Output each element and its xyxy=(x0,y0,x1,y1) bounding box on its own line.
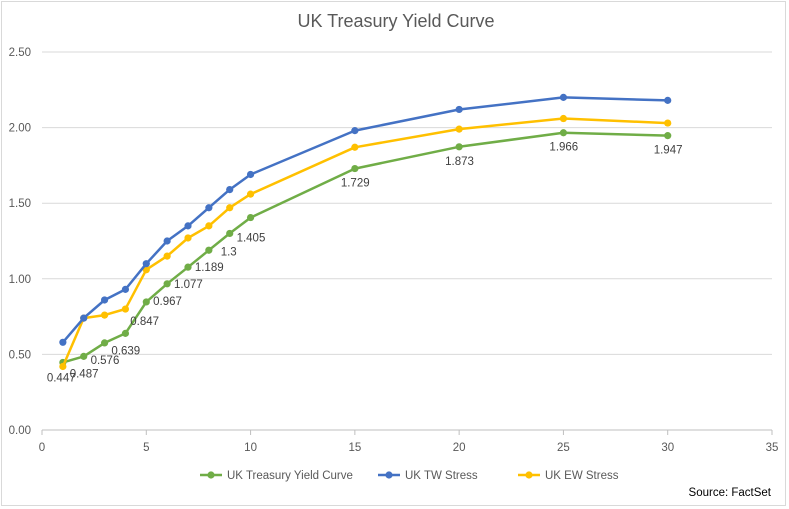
data-point xyxy=(59,362,67,371)
y-tick-label: 1.00 xyxy=(9,274,31,286)
y-tick-label: 0.50 xyxy=(9,349,31,361)
gridlines xyxy=(42,51,772,355)
data-point xyxy=(455,105,463,114)
data-point xyxy=(226,204,234,212)
legend-label: UK EW Stress xyxy=(545,470,619,482)
data-point xyxy=(80,314,88,322)
data-point xyxy=(664,96,672,104)
legend-label: UK Treasury Yield Curve xyxy=(227,470,353,482)
legend-label: UK TW Stress xyxy=(405,470,478,482)
data-point xyxy=(184,263,192,271)
data-point xyxy=(121,329,130,337)
series-line xyxy=(61,96,668,344)
series-1 xyxy=(59,93,672,346)
series-line xyxy=(61,117,668,367)
data-label: 0.576 xyxy=(91,355,120,367)
x-tick-label: 15 xyxy=(348,442,361,454)
y-tick-label: 0.00 xyxy=(9,425,31,437)
data-point xyxy=(142,260,150,268)
data-point xyxy=(163,237,171,245)
data-label: 1.405 xyxy=(237,233,266,245)
data-point xyxy=(246,213,255,222)
legend-item-2: UK EW Stress xyxy=(518,470,619,482)
data-label: 1.3 xyxy=(221,246,237,258)
data-point xyxy=(205,246,213,254)
x-tick-label: 20 xyxy=(453,442,466,454)
data-point xyxy=(351,127,359,135)
data-label: 1.966 xyxy=(549,142,578,154)
data-point xyxy=(226,185,234,194)
data-point xyxy=(246,170,255,179)
data-point xyxy=(184,222,192,230)
data-point xyxy=(455,125,463,133)
data-point xyxy=(184,234,192,242)
data-point xyxy=(455,143,463,151)
data-point xyxy=(226,229,234,238)
data-label: 0.967 xyxy=(153,296,182,308)
x-tick-label: 35 xyxy=(766,442,779,454)
data-point xyxy=(80,352,88,360)
data-label: 1.729 xyxy=(341,178,370,190)
data-label: 1.873 xyxy=(445,156,474,168)
legend-swatch-marker xyxy=(525,471,533,479)
axes xyxy=(41,429,773,435)
legend: UK Treasury Yield Curve UK TW Stress UK EW… xyxy=(200,470,619,482)
x-tick-label: 30 xyxy=(661,442,674,454)
data-label: 0.447 xyxy=(47,372,76,384)
data-point xyxy=(100,339,109,347)
x-tick-label: 5 xyxy=(143,442,149,454)
data-label: 1.077 xyxy=(174,279,203,291)
data-label: 0.487 xyxy=(70,368,99,380)
x-tick-label: 25 xyxy=(557,442,570,454)
series-group xyxy=(59,93,672,371)
x-tick-label: 0 xyxy=(39,442,45,454)
data-point xyxy=(142,298,150,306)
data-point xyxy=(100,311,109,319)
data-point xyxy=(121,285,130,293)
x-tick-label: 10 xyxy=(244,442,257,454)
data-point xyxy=(246,190,255,198)
data-point xyxy=(163,252,171,260)
legend-item-0: UK Treasury Yield Curve xyxy=(200,470,353,482)
data-point xyxy=(664,132,672,140)
data-label: 0.639 xyxy=(111,345,140,357)
data-point xyxy=(205,204,213,212)
y-tick-label: 2.50 xyxy=(9,47,31,59)
y-tick-label: 2.00 xyxy=(9,123,31,135)
y-tick-label: 1.50 xyxy=(9,198,31,210)
data-point xyxy=(559,114,568,123)
series-2 xyxy=(59,114,672,371)
data-point xyxy=(559,93,568,101)
data-point xyxy=(59,338,67,346)
data-point xyxy=(121,305,130,313)
data-label: 1.189 xyxy=(195,262,224,274)
legend-item-1: UK TW Stress xyxy=(378,470,478,482)
data-point xyxy=(205,222,213,230)
data-point xyxy=(351,143,359,151)
data-label: 0.847 xyxy=(130,316,159,328)
data-point xyxy=(100,296,109,304)
series-0 xyxy=(59,129,672,367)
y-axis-ticks: 0.00 0.50 1.00 1.50 2.00 2.50 xyxy=(9,47,31,437)
data-point xyxy=(142,266,150,274)
legend-swatch-marker xyxy=(207,471,215,479)
data-point xyxy=(351,164,359,173)
source-note: Source: FactSet xyxy=(689,487,772,499)
chart-title: UK Treasury Yield Curve xyxy=(297,11,494,31)
legend-swatch-marker xyxy=(385,471,393,479)
data-point xyxy=(664,119,672,127)
data-point xyxy=(559,129,568,137)
series-line xyxy=(62,131,668,364)
data-label: 1.947 xyxy=(654,145,683,157)
data-point xyxy=(163,280,171,288)
x-axis-ticks: 0 5 10 15 20 25 30 35 xyxy=(39,442,779,454)
